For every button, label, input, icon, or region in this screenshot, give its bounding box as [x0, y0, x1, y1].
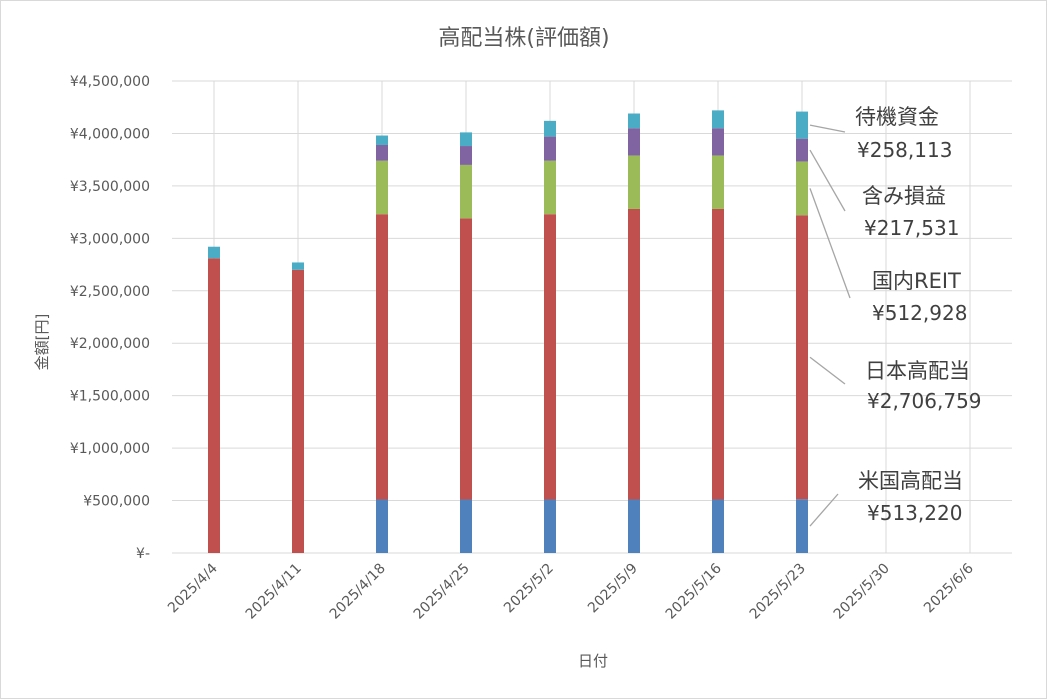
bar-segment: [208, 246, 220, 259]
annotation-leader-line: [809, 149, 846, 212]
y-tick-label: ¥500,000: [83, 494, 150, 510]
bar-segment: [544, 136, 556, 161]
annotation-value: ¥217,531: [864, 216, 959, 240]
bar-segment: [628, 128, 640, 156]
bar-segment: [628, 499, 640, 553]
y-tick-label: ¥4,500,000: [70, 74, 150, 90]
y-tick-label: ¥3,500,000: [70, 179, 150, 195]
bar-segment: [544, 160, 556, 215]
bar-segment: [460, 132, 472, 147]
bar-segment: [796, 161, 808, 216]
bar-segment: [292, 269, 304, 553]
y-tick-label: ¥2,500,000: [70, 284, 150, 300]
chart-title: 高配当株(評価額): [438, 26, 609, 51]
bar-segment: [376, 160, 388, 215]
bar-segment: [796, 138, 808, 162]
y-tick-label: ¥3,000,000: [70, 231, 150, 247]
annotation-leader-line: [809, 188, 851, 299]
bar-segment: [628, 208, 640, 500]
y-axis-ticks: ¥- ¥500,000 ¥1,000,000 ¥1,500,000 ¥2,000,000…: [70, 74, 150, 562]
bar-segment: [628, 113, 640, 129]
bar-segment: [460, 499, 472, 553]
annotation-series-name: 米国高配当: [858, 469, 963, 493]
bar-segment: [376, 135, 388, 145]
bar-segment: [376, 499, 388, 553]
bar-segment: [208, 258, 220, 553]
bar-segment: [712, 110, 724, 129]
annotation-leader-line: [809, 124, 846, 133]
annotation-leader-line: [809, 356, 846, 385]
annotation-series-name: 含み損益: [862, 184, 946, 208]
bar-segment: [292, 262, 304, 270]
bar-segment: [544, 499, 556, 553]
bar-segment: [376, 214, 388, 500]
annotation-value: ¥513,220: [867, 501, 962, 525]
annotation-leader-line: [809, 493, 839, 527]
bar-segment: [460, 146, 472, 165]
y-tick-label: ¥1,000,000: [70, 441, 150, 457]
bar-segment: [712, 155, 724, 209]
bar-segment: [712, 128, 724, 156]
annotation-value: ¥258,113: [857, 138, 952, 162]
annotations: 待機資金 ¥258,113 含み損益 ¥217,531 国内REIT ¥512,928 日本…: [809, 105, 982, 527]
bar-segment: [712, 499, 724, 553]
bar-segment: [628, 155, 640, 209]
bar-segment: [544, 214, 556, 500]
annotation-value: ¥512,928: [872, 301, 967, 325]
annotation-series-name: 国内REIT: [872, 269, 961, 293]
bar-segment: [376, 144, 388, 161]
bar-segment: [796, 215, 808, 500]
y-axis-label: 金額[円]: [33, 314, 51, 371]
bars: [208, 110, 808, 553]
annotation-series-name: 日本高配当: [865, 359, 970, 383]
x-axis-label: 日付: [578, 652, 608, 670]
y-tick-label: ¥2,000,000: [70, 336, 150, 352]
annotation-value: ¥2,706,759: [867, 389, 982, 413]
annotation-series-name: 待機資金: [855, 105, 939, 129]
y-tick-label: ¥-: [136, 546, 150, 562]
y-tick-label: ¥4,000,000: [70, 126, 150, 142]
y-tick-label: ¥1,500,000: [70, 389, 150, 405]
bar-segment: [460, 164, 472, 219]
bar-segment: [796, 111, 808, 139]
bar-segment: [460, 218, 472, 500]
bar-segment: [796, 499, 808, 553]
bar-segment: [712, 208, 724, 500]
bar-segment: [544, 120, 556, 137]
